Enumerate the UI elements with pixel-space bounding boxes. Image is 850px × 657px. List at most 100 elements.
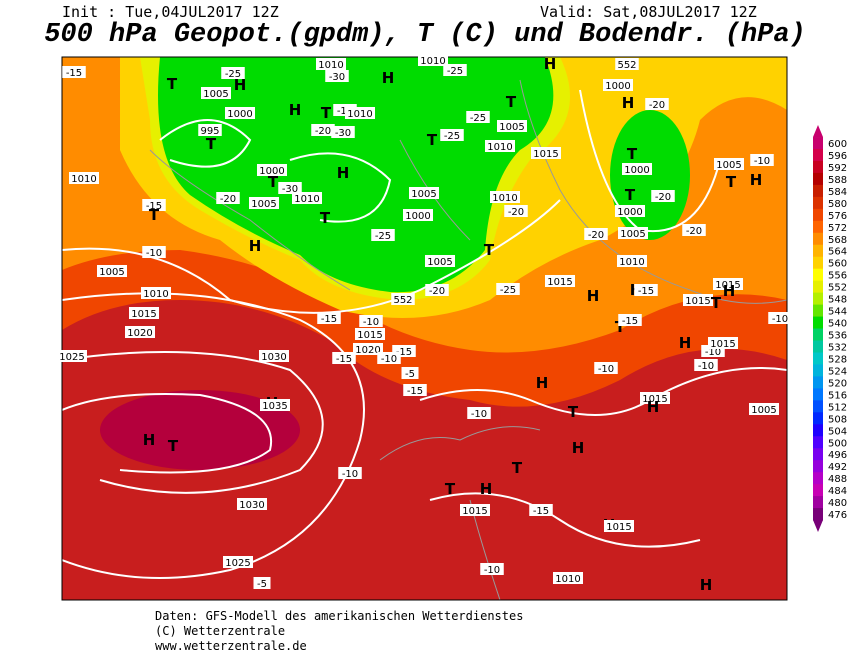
colorbar-label: 496 bbox=[828, 450, 847, 461]
label-box bbox=[260, 399, 290, 411]
pressure-center: T bbox=[615, 318, 626, 336]
colorbar-swatch bbox=[813, 304, 823, 318]
colorbar-swatch bbox=[813, 220, 823, 234]
contour-label: -10 bbox=[471, 409, 487, 420]
label-box bbox=[317, 312, 341, 324]
contour-label: 1010 bbox=[487, 142, 512, 153]
pressure-center: H bbox=[289, 101, 302, 119]
label-box bbox=[409, 187, 439, 199]
pressure-center: T bbox=[149, 206, 160, 224]
label-box bbox=[618, 314, 642, 326]
colorbar-label: 560 bbox=[828, 259, 847, 270]
colorbar-swatch bbox=[813, 196, 823, 210]
label-box bbox=[292, 192, 322, 204]
contour-label: -30 bbox=[335, 128, 351, 139]
label-box bbox=[141, 287, 171, 299]
label-box bbox=[249, 197, 279, 209]
colorbar-swatch bbox=[813, 160, 823, 174]
colorbar-swatch bbox=[813, 508, 823, 521]
pressure-center: T bbox=[568, 403, 579, 421]
pressure-center: T bbox=[268, 173, 279, 191]
pressure-center: H bbox=[234, 76, 247, 94]
contour-label: 1005 bbox=[499, 122, 524, 133]
contour-label: -25 bbox=[447, 66, 463, 77]
contour-label: -30 bbox=[282, 184, 298, 195]
label-box bbox=[403, 384, 427, 396]
colorbar-label: 476 bbox=[828, 510, 847, 521]
label-box bbox=[57, 350, 87, 362]
contour-label: 1010 bbox=[420, 56, 445, 67]
colorbar-swatch bbox=[813, 328, 823, 342]
label-box bbox=[142, 246, 166, 258]
contour-label: 1025 bbox=[225, 558, 250, 569]
contour-label: 1000 bbox=[227, 109, 252, 120]
label-box bbox=[338, 467, 362, 479]
contour-label: 1010 bbox=[619, 257, 644, 268]
pressure-center: H bbox=[544, 55, 557, 73]
label-box bbox=[425, 284, 449, 296]
colorbar-swatch bbox=[813, 388, 823, 401]
label-box bbox=[353, 343, 383, 355]
pressure-center: T bbox=[512, 459, 523, 477]
label-box bbox=[714, 158, 744, 170]
label-box bbox=[142, 199, 166, 211]
contour-label: -10 bbox=[363, 317, 379, 328]
pressure-center: T bbox=[726, 173, 737, 191]
contour-label: 1000 bbox=[617, 207, 642, 218]
label-box bbox=[467, 407, 491, 419]
label-box bbox=[584, 228, 608, 240]
contour-label: 1000 bbox=[405, 211, 430, 222]
contour-label: 1025 bbox=[59, 352, 84, 363]
label-box bbox=[529, 504, 553, 516]
contour-label: 995 bbox=[200, 126, 219, 137]
pressure-center: T bbox=[206, 135, 217, 153]
colorbar-swatch bbox=[813, 448, 823, 461]
label-box bbox=[237, 498, 267, 510]
contour-label: 1030 bbox=[261, 352, 286, 363]
colorbar-swatch bbox=[813, 496, 823, 509]
contour-label: -10 bbox=[705, 347, 721, 358]
footer-line: www.wetterzentrale.de bbox=[155, 639, 307, 653]
colorbar-swatch bbox=[813, 148, 823, 162]
colorbar-swatch bbox=[813, 172, 823, 186]
colorbar-label: 592 bbox=[828, 163, 847, 174]
colorbar-label: 488 bbox=[828, 474, 847, 485]
pressure-center: T bbox=[320, 209, 331, 227]
label-box bbox=[531, 147, 561, 159]
pressure-center: T bbox=[711, 294, 722, 312]
label-box bbox=[425, 255, 455, 267]
label-box bbox=[371, 229, 395, 241]
label-box bbox=[403, 209, 433, 221]
contour-label: 552 bbox=[393, 295, 412, 306]
colorbar-label: 480 bbox=[828, 498, 847, 509]
colorbar-label: 600 bbox=[828, 139, 847, 150]
label-box bbox=[440, 129, 464, 141]
colorbar-label: 520 bbox=[828, 378, 847, 389]
pressure-center: H bbox=[480, 480, 493, 498]
pressure-center: H bbox=[337, 164, 350, 182]
label-box bbox=[640, 392, 670, 404]
label-box bbox=[97, 265, 127, 277]
label-box bbox=[311, 124, 335, 136]
pressure-center: T bbox=[627, 145, 638, 163]
contour-label: -10 bbox=[598, 364, 614, 375]
contour-label: -30 bbox=[329, 72, 345, 83]
contour-label: 1035 bbox=[262, 401, 287, 412]
label-box bbox=[750, 154, 774, 166]
pressure-center: H bbox=[143, 431, 156, 449]
contour-label: -20 bbox=[315, 126, 331, 137]
contour-label: 1010 bbox=[143, 289, 168, 300]
label-box bbox=[466, 111, 490, 123]
contour-label: 1015 bbox=[131, 309, 156, 320]
contour-label: 1015 bbox=[357, 330, 382, 341]
colorbar-swatch bbox=[813, 436, 823, 449]
colorbar-swatch bbox=[813, 472, 823, 485]
contour-label: -20 bbox=[655, 192, 671, 203]
contour-label: 1005 bbox=[99, 267, 124, 278]
label-box bbox=[622, 163, 652, 175]
contour-label: -10 bbox=[146, 248, 162, 259]
contour-label: -20 bbox=[508, 207, 524, 218]
colorbar-label: 508 bbox=[828, 414, 847, 425]
pressure-center: T bbox=[167, 75, 178, 93]
